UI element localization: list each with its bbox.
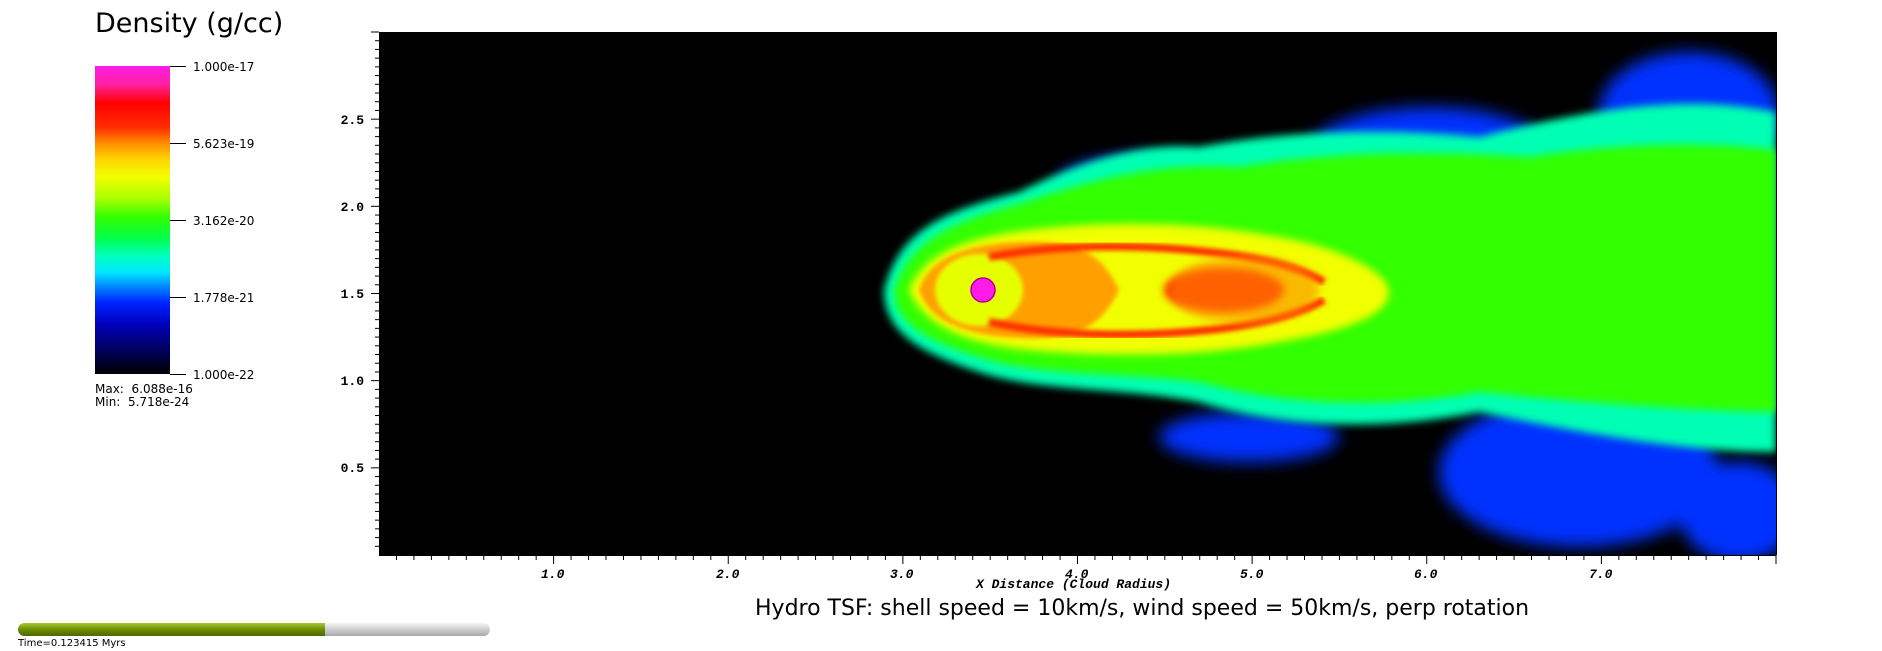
colorbar-tick-label: 1.000e-22 bbox=[193, 368, 255, 382]
time-label: Time=0.123415 Myrs bbox=[18, 638, 126, 649]
max-key: Max: bbox=[95, 382, 124, 396]
y-tick-label: 1.5 bbox=[340, 287, 364, 302]
colorbar-tick-label: 1.000e-17 bbox=[193, 60, 255, 74]
right-axis-line bbox=[1776, 32, 1777, 555]
y-tick-label: 2.0 bbox=[340, 200, 364, 215]
plot-title: Hydro TSF: shell speed = 10km/s, wind sp… bbox=[755, 596, 1530, 621]
min-value: 5.718e-24 bbox=[127, 395, 190, 409]
x-tick-label: 5.0 bbox=[1240, 567, 1264, 582]
colorbar-tick bbox=[170, 66, 186, 67]
density-field-image bbox=[884, 52, 1776, 555]
x-tick-label: 7.0 bbox=[1589, 567, 1613, 582]
x-axis-title: X Distance (Cloud Radius) bbox=[976, 577, 1172, 592]
downstream-core-glow bbox=[1169, 256, 1319, 324]
y-tick-label: 1.0 bbox=[340, 374, 364, 389]
density-field bbox=[379, 32, 1776, 555]
colorbar-tick bbox=[170, 220, 186, 221]
x-tick-label: 1.0 bbox=[541, 567, 565, 582]
x-tick-label: 3.0 bbox=[890, 567, 914, 582]
dense-cloud-core bbox=[971, 278, 995, 302]
min-key: Min: bbox=[95, 395, 121, 409]
time-slider-fill bbox=[18, 623, 325, 636]
x-axis-line bbox=[379, 555, 1776, 556]
dense-cloud-edge bbox=[970, 277, 996, 303]
max-value: 6.088e-16 bbox=[131, 382, 193, 396]
x-tick-label: 2.0 bbox=[716, 567, 740, 582]
colorbar-tick-label: 1.778e-21 bbox=[193, 291, 255, 305]
y-axis-line bbox=[379, 32, 380, 555]
colorbar-tick bbox=[170, 374, 186, 375]
colorbar-tick-label: 3.162e-20 bbox=[193, 214, 255, 228]
colorbar-tick-label: 5.623e-19 bbox=[193, 137, 255, 151]
x-tick-label: 6.0 bbox=[1414, 567, 1438, 582]
colorbar-title: Density (g/cc) bbox=[95, 8, 284, 39]
y-tick-label: 2.5 bbox=[340, 113, 364, 128]
colorbar-tick bbox=[170, 297, 186, 298]
colorbar-tick bbox=[170, 143, 186, 144]
time-slider[interactable] bbox=[18, 623, 490, 636]
y-tick-label: 0.5 bbox=[340, 461, 364, 476]
max-label: Max: 6.088e-16 bbox=[95, 382, 193, 396]
colorbar bbox=[95, 66, 170, 374]
x-tick-label: 4.0 bbox=[1065, 567, 1089, 582]
min-label: Min: 5.718e-24 bbox=[95, 395, 189, 409]
